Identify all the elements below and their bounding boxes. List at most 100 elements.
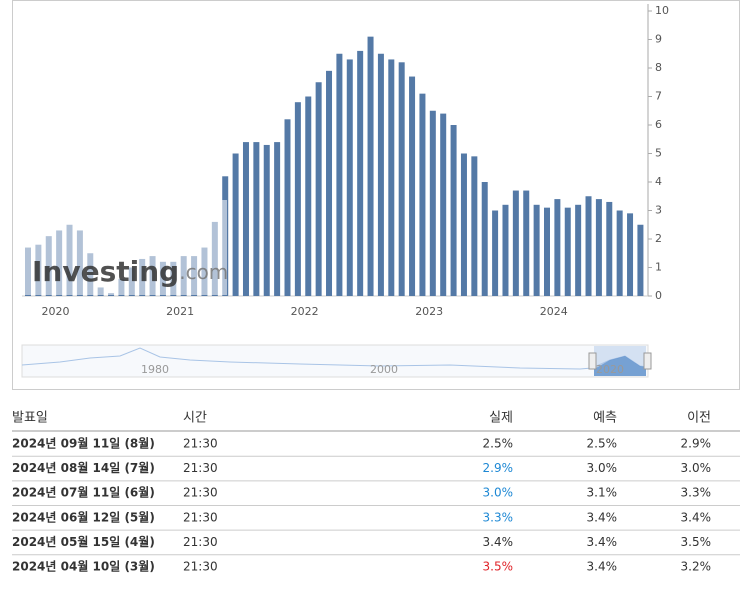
bar [544,207,550,296]
table-cell: 21:30 [183,535,218,549]
table-cell: 2.9% [681,437,712,451]
bar [440,113,447,296]
bar [336,53,343,296]
bar [409,76,416,296]
bar [512,190,519,296]
bar [346,59,353,297]
release-date: 2024년 05월 15일 (4월) [12,534,155,549]
table-cell: 2.5% [587,437,618,451]
x-tick-label: 2022 [291,305,319,318]
x-tick-label: 2021 [166,305,194,318]
navigator-label: 2000 [370,363,398,376]
table-cell: 21:30 [183,461,218,475]
release-date: 2024년 06월 12일 (5월) [12,509,155,524]
table-cell: 3.3% [483,510,514,524]
bar [533,204,540,296]
x-tick-label: 2024 [540,305,568,318]
bar [616,210,623,296]
table-cell: 3.4% [587,560,618,574]
navigator-selected [594,356,646,376]
bar [471,156,478,296]
table-cell: 2.9% [483,461,514,475]
bar [367,36,374,297]
table-cell: 3.5% [681,535,712,549]
bar [326,70,333,296]
navigator-label: 2020 [596,363,624,376]
bar [627,213,634,296]
table-cell: 3.1% [587,486,618,500]
watermark-brand: Investing [32,255,179,288]
release-date: 2024년 08월 14일 (7월) [12,460,155,475]
table-cell: 3.5% [483,560,514,574]
bar [305,96,312,296]
table-header: 예측 [593,411,617,426]
navigator-handle[interactable] [588,352,597,370]
bar [502,204,509,296]
bar [595,199,602,296]
table-cell: 21:30 [183,437,218,451]
release-date: 2024년 09월 11일 (8월) [12,436,155,451]
watermark-veil [22,200,227,295]
y-tick-label: 9 [655,33,662,46]
navigator-frame [21,344,649,378]
table-cell: 3.3% [681,486,712,500]
bar [242,142,249,296]
table-header: 이전 [687,411,711,426]
bar [429,110,436,296]
bar [481,182,488,296]
table-cell: 3.4% [681,510,712,524]
release-date: 2024년 07월 11일 (6월) [12,485,155,500]
y-tick-label: 7 [655,90,662,103]
bar [575,204,582,296]
watermark: Investing.com [32,255,228,288]
y-tick-label: 5 [655,147,662,160]
table-cell: 3.4% [587,535,618,549]
bar [315,82,322,296]
table-cell: 2.5% [483,437,514,451]
bar [232,153,239,296]
table-cell: 3.4% [483,535,514,549]
table-cell: 3.0% [483,486,514,500]
table-header: 시간 [183,411,207,426]
bar [460,153,467,296]
bar [554,199,561,296]
bar [492,210,499,296]
table-cell: 3.0% [587,461,618,475]
y-tick-label: 8 [655,61,662,74]
y-tick-label: 2 [655,232,662,245]
x-tick-label: 2020 [42,305,70,318]
table-header: 발표일 [12,411,48,426]
y-tick-label: 1 [655,261,662,274]
table-cell: 21:30 [183,560,218,574]
bar [450,125,457,296]
table-header: 실제 [489,411,513,426]
bar [284,119,291,296]
table-cell: 21:30 [183,486,218,500]
y-tick-label: 4 [655,175,662,188]
bar [398,62,405,296]
bar [585,196,592,296]
x-tick-label: 2023 [415,305,443,318]
navigator-label: 1980 [141,363,169,376]
navigator [21,344,652,378]
table-cell: 3.0% [681,461,712,475]
bar [523,190,530,296]
bar [274,142,281,296]
bar [637,224,644,296]
table-cell: 3.2% [681,560,712,574]
bar [253,142,260,296]
bar [357,50,364,297]
y-tick-label: 3 [655,204,662,217]
navigator-handle[interactable] [643,352,652,370]
y-tick-label: 6 [655,118,662,131]
bar [564,207,571,296]
bar [388,59,395,297]
bar [606,201,613,296]
chart-frame [12,0,740,390]
bar [294,102,301,296]
y-tick-label: 10 [655,4,669,17]
release-date: 2024년 04월 10일 (3월) [12,559,155,574]
bar [263,144,270,296]
